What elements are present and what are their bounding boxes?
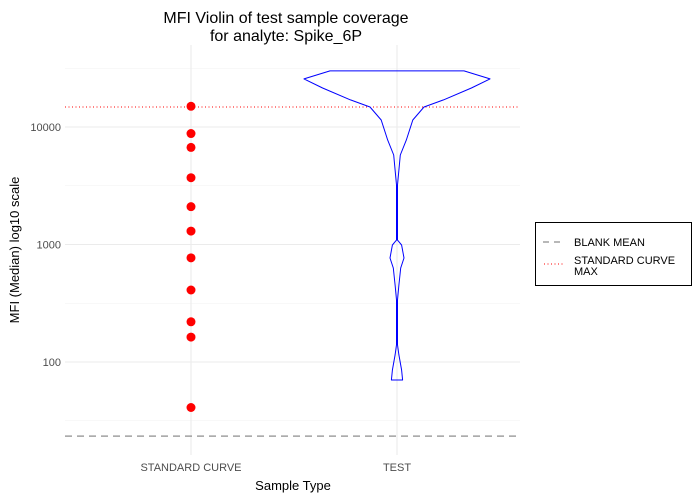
legend-box (535, 222, 692, 286)
standard-curve-point (186, 285, 196, 295)
y-tick-label: 1000 (37, 240, 61, 252)
legend-label-blank-mean: BLANK MEAN (574, 237, 645, 249)
standard-curve-point (186, 173, 196, 183)
test-violin (303, 70, 491, 381)
x-axis-label: Sample Type (255, 478, 331, 493)
legend: BLANK MEAN STANDARD CURVE MAX (535, 222, 692, 286)
standard-curve-point (186, 317, 196, 327)
standard-curve-point (186, 402, 196, 412)
y-tick-label: 100 (43, 357, 61, 369)
y-ticks: 100 1000 10000 (30, 122, 61, 369)
standard-curve-point (186, 253, 196, 263)
legend-label-standard-curve-max-1: STANDARD CURVE (574, 255, 675, 267)
x-tick-label-test: TEST (383, 462, 411, 474)
standard-curve-point (186, 142, 196, 152)
y-axis-label: MFI (Median) log10 scale (7, 177, 22, 324)
y-tick-label: 10000 (30, 122, 61, 134)
marks (65, 70, 520, 437)
chart-title-line-2: for analyte: Spike_6P (210, 28, 362, 45)
standard-curve-point (186, 101, 196, 111)
legend-label-standard-curve-max-2: MAX (574, 266, 599, 278)
standard-curve-point (186, 332, 196, 342)
chart-title-line-1: MFI Violin of test sample coverage (163, 10, 408, 27)
standard-curve-point (186, 226, 196, 236)
standard-curve-point (186, 202, 196, 212)
standard-curve-point (186, 129, 196, 139)
x-tick-label-standard-curve: STANDARD CURVE (140, 462, 241, 474)
grid (65, 45, 520, 455)
